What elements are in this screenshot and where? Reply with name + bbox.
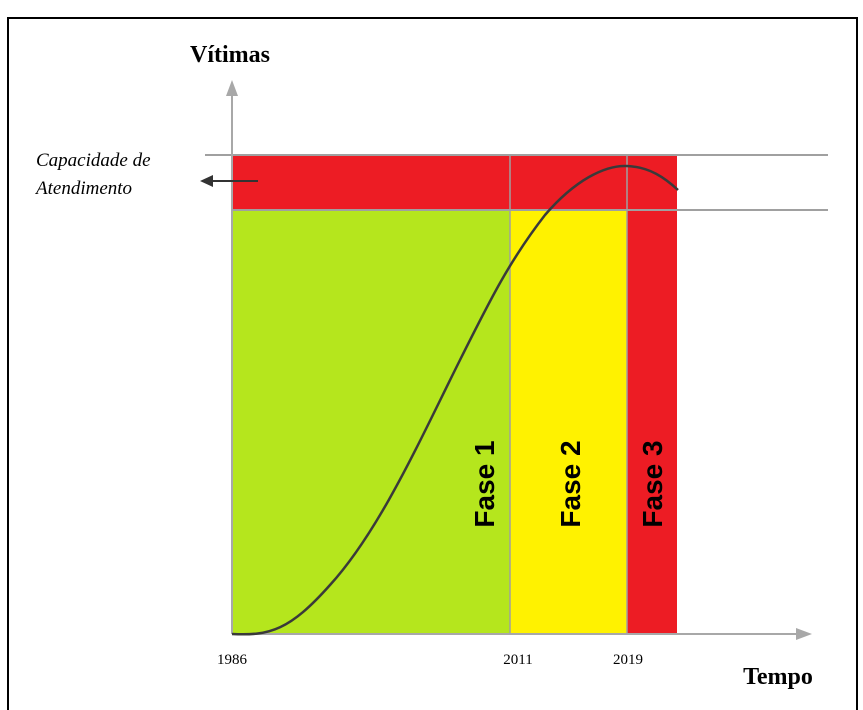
phase-1-region xyxy=(232,210,510,634)
x-axis-arrow xyxy=(796,628,812,640)
x-tick-label: 2011 xyxy=(503,652,532,668)
x-tick-label: 1986 xyxy=(217,652,248,668)
phase-label: Fase 2 xyxy=(555,440,586,527)
phase-label: Fase 1 xyxy=(469,440,500,527)
phase-2-region xyxy=(510,210,627,634)
capacity-label: Atendimento xyxy=(34,178,132,199)
x-axis-label: Tempo xyxy=(743,664,813,690)
capacity-label: Capacidade de xyxy=(36,150,151,171)
phase-3-region xyxy=(627,155,677,634)
phase-label: Fase 3 xyxy=(637,440,668,527)
capacity-band xyxy=(232,155,677,210)
y-axis-label: Vítimas xyxy=(190,42,270,68)
capacity-arrowhead xyxy=(200,175,213,187)
victims-curve xyxy=(231,164,679,636)
frame xyxy=(7,17,858,710)
y-axis-arrow xyxy=(226,80,238,96)
x-tick-label: 2019 xyxy=(613,652,643,668)
